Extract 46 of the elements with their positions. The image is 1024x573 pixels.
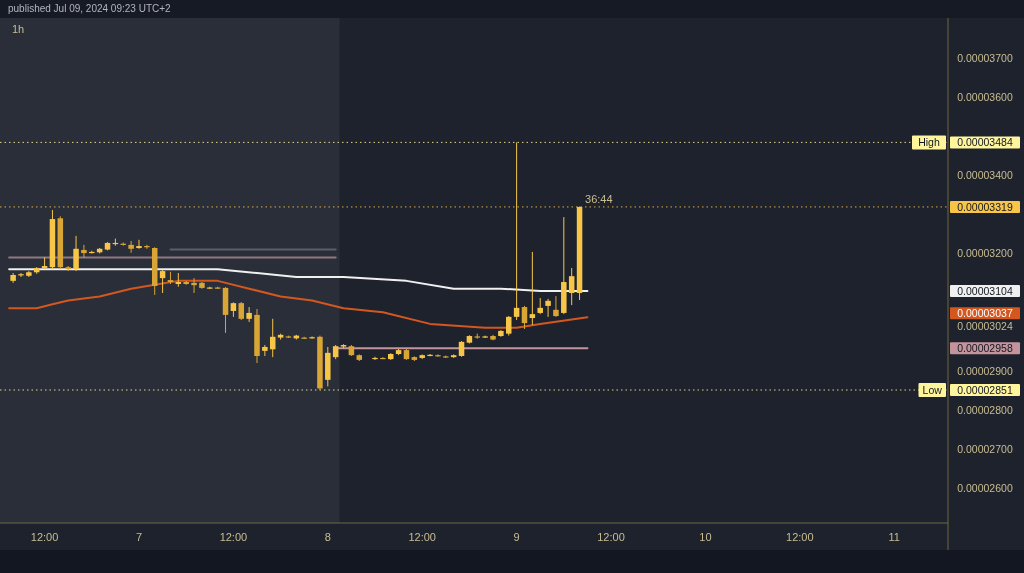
text: 1h bbox=[12, 23, 25, 35]
candlestick bbox=[246, 306, 252, 323]
line-series bbox=[8, 268, 589, 293]
y-tick-label: 0.00003200 bbox=[957, 247, 1013, 260]
candlestick bbox=[545, 298, 551, 318]
ref-line-label: Low bbox=[922, 383, 943, 396]
y-tick-label: 0.00003319 bbox=[957, 200, 1013, 213]
candlestick bbox=[159, 269, 166, 294]
y-tick-label: 0.00003037 bbox=[957, 307, 1013, 320]
y-tick-label: 0.00002958 bbox=[957, 341, 1013, 354]
y-tick-label: 0.00002600 bbox=[957, 481, 1013, 494]
y-tick-label: 0.00002851 bbox=[957, 383, 1013, 396]
y-tick-label: 0.00003104 bbox=[957, 284, 1013, 297]
x-tick-label: 11 bbox=[888, 531, 900, 543]
candlestick bbox=[128, 240, 134, 254]
y-tick-label: 0.00003600 bbox=[957, 90, 1013, 103]
y-tick-label: 0.00003700 bbox=[957, 51, 1013, 64]
y-tick-label: 0.00002700 bbox=[957, 442, 1013, 455]
candlestick bbox=[81, 244, 87, 259]
y-tick-label: 0.00002800 bbox=[957, 403, 1013, 416]
line-series bbox=[8, 279, 589, 329]
x-tick-label: 12:00 bbox=[597, 531, 625, 543]
x-tick-label: 12:00 bbox=[219, 531, 248, 543]
x-tick-label: 9 bbox=[513, 531, 520, 543]
candlestick bbox=[553, 295, 559, 318]
y-tick-label: 0.00003024 bbox=[957, 320, 1013, 333]
ref-line-label: High bbox=[918, 136, 940, 149]
candlestick bbox=[191, 277, 197, 294]
x-tick-label: 8 bbox=[324, 531, 331, 543]
y-tick-label: 0.00002900 bbox=[957, 364, 1013, 377]
x-tick-label: 12:00 bbox=[786, 531, 814, 543]
candlestick bbox=[521, 305, 528, 330]
y-tick-label: 0.00003484 bbox=[957, 136, 1013, 149]
candlestick bbox=[136, 239, 142, 250]
candlestick bbox=[73, 235, 79, 272]
x-tick-label: 10 bbox=[699, 531, 712, 543]
candlestick bbox=[529, 251, 536, 326]
x-tick-label: 12:00 bbox=[408, 531, 436, 543]
y-tick-label: 0.00003400 bbox=[957, 169, 1013, 182]
x-tick-label: 12:00 bbox=[30, 531, 59, 543]
x-tick-label: 7 bbox=[135, 531, 143, 543]
candlestick bbox=[262, 344, 268, 357]
candlestick bbox=[568, 267, 575, 306]
candlestick bbox=[505, 315, 512, 337]
text: published Jul 09, 2024 09:23 UTC+2 bbox=[8, 3, 172, 14]
annotation: 36:44 bbox=[585, 192, 613, 205]
